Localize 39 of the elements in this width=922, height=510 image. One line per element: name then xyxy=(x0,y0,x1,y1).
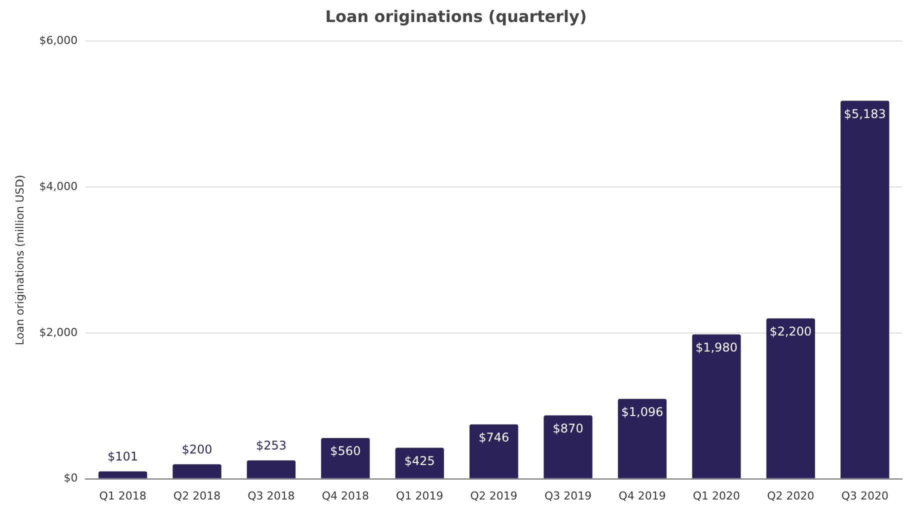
x-tick-label: Q2 2020 xyxy=(767,489,814,502)
data-label: $2,200 xyxy=(770,324,812,338)
bar xyxy=(470,424,518,478)
data-label: $870 xyxy=(552,421,584,436)
x-tick-label: Q2 2019 xyxy=(470,489,518,502)
x-tick-label: Q3 2020 xyxy=(841,489,888,502)
y-axis-title: Loan originations (million USD) xyxy=(13,174,26,346)
data-label: $101 xyxy=(108,450,138,464)
x-tick-label: Q1 2020 xyxy=(692,489,740,502)
bar xyxy=(840,100,890,478)
bar xyxy=(544,415,592,478)
x-tick-label: Q4 2018 xyxy=(322,489,370,502)
data-label: $200 xyxy=(182,442,212,456)
y-tick-label: $2,000 xyxy=(39,326,78,339)
data-label: $253 xyxy=(256,438,286,452)
bar xyxy=(321,438,370,478)
data-label: $560 xyxy=(330,444,361,458)
data-label: $746 xyxy=(478,430,510,445)
data-label: $1,980 xyxy=(695,340,738,355)
x-tick-label: Q3 2019 xyxy=(544,489,592,502)
x-tick-label: Q1 2018 xyxy=(99,489,146,502)
y-tick-label: $0 xyxy=(64,472,78,485)
bar xyxy=(692,334,741,478)
data-label: $1,096 xyxy=(621,404,664,419)
x-tick-label: Q2 2018 xyxy=(173,489,221,502)
y-tick-label: $4,000 xyxy=(39,180,78,193)
bar xyxy=(172,464,222,478)
chart-title: Loan originations (quarterly) xyxy=(325,6,587,26)
x-tick-label: Q3 2018 xyxy=(248,489,295,502)
bar xyxy=(98,471,148,478)
y-tick-label: $6,000 xyxy=(39,34,78,48)
data-label: $425 xyxy=(404,454,435,468)
x-tick-label: Q1 2019 xyxy=(396,489,444,502)
x-tick-label: Q4 2019 xyxy=(618,489,666,502)
bar xyxy=(395,448,444,478)
bar xyxy=(246,460,296,478)
bar xyxy=(766,318,816,478)
bar xyxy=(618,398,667,478)
data-label: $5,183 xyxy=(844,106,886,121)
